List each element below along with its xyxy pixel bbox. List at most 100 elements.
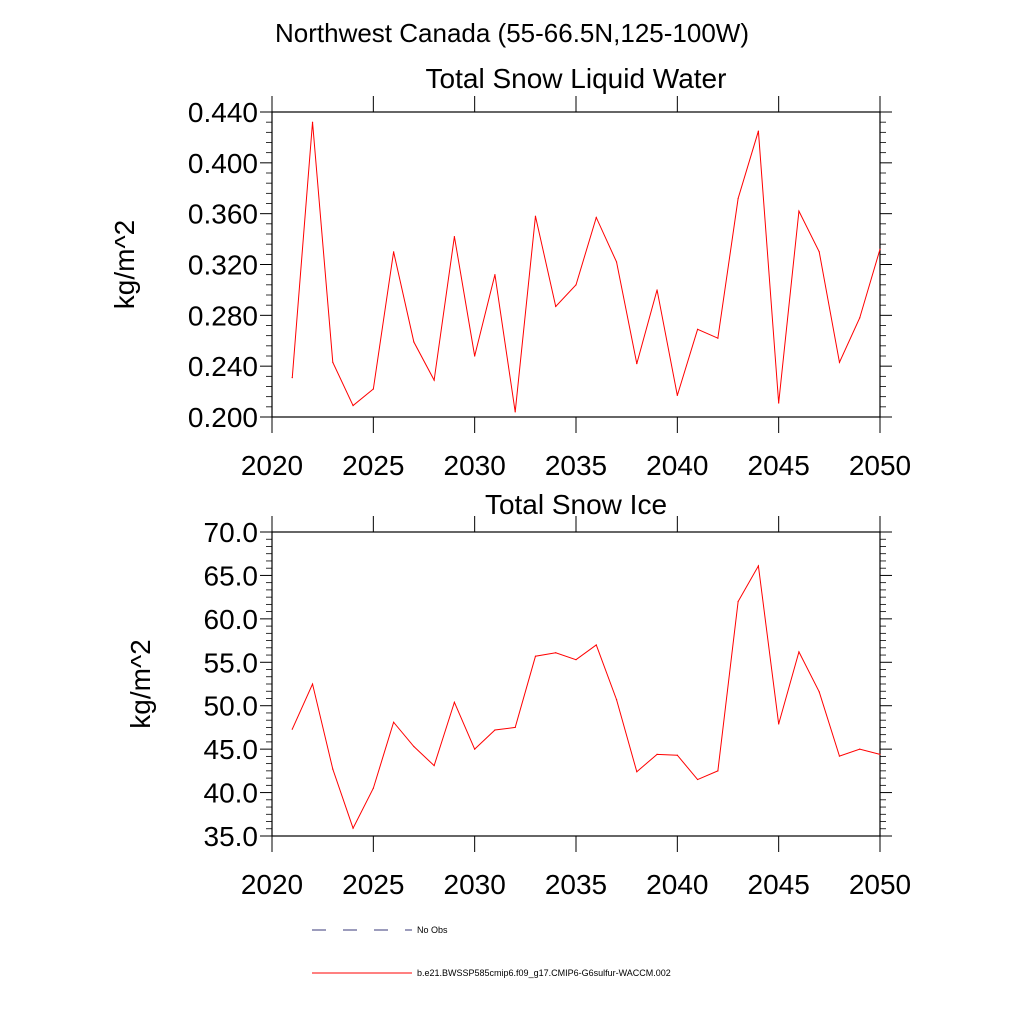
chart-panel-snow-ice: Total Snow Ice 2020 2025 2030 2035 2040 2045 20…: [125, 489, 911, 900]
data-point: [798, 210, 800, 212]
y-axis-label: kg/m^2: [125, 639, 156, 728]
data-point: [737, 197, 739, 200]
data-point: [555, 305, 557, 308]
y-tick-label: 65.0: [204, 560, 259, 591]
data-point: [494, 729, 496, 731]
series-line: [291, 564, 881, 830]
data-point: [352, 404, 354, 407]
figure-title: Northwest Canada (55-66.5N,125-100W): [275, 18, 749, 48]
data-point: [717, 337, 719, 339]
data-point: [393, 721, 395, 723]
y-tick-label: 45.0: [204, 734, 259, 765]
data-point: [676, 754, 678, 756]
data-point: [595, 644, 597, 646]
chart-title: Total Snow Ice: [485, 489, 667, 520]
data-point: [757, 565, 760, 567]
data-point: [778, 402, 780, 404]
legend-label-no-obs: No Obs: [417, 925, 448, 935]
data-point: [717, 770, 719, 772]
y-tick-label: 0.320: [188, 250, 258, 281]
data-point: [453, 235, 455, 238]
data-point: [372, 787, 374, 789]
y-tick-label: 70.0: [204, 517, 259, 548]
x-tick-label: 2035: [545, 869, 607, 900]
x-tick-label: 2025: [342, 450, 404, 481]
data-point: [859, 317, 861, 319]
data-point: [514, 726, 516, 729]
y-tick-label: 0.400: [188, 148, 258, 179]
data-point: [656, 289, 658, 291]
data-point: [757, 130, 760, 132]
x-tick-label: 2030: [444, 869, 506, 900]
data-point: [636, 363, 638, 365]
x-tick-label: 2045: [748, 869, 810, 900]
x-tick-label: 2030: [444, 450, 506, 481]
data-point: [413, 745, 415, 748]
data-point: [778, 723, 780, 725]
data-point: [656, 753, 658, 755]
plot-frame: [271, 111, 881, 418]
data-point: [514, 411, 516, 413]
data-point: [697, 328, 699, 330]
data-point: [575, 659, 577, 661]
data-point: [332, 361, 334, 363]
data-point: [818, 251, 820, 253]
data-point: [595, 216, 597, 219]
data-point: [838, 361, 841, 363]
data-point: [555, 652, 557, 654]
x-tick-label: 2020: [241, 450, 303, 481]
data-point: [737, 600, 739, 603]
x-tick-label: 2025: [342, 869, 404, 900]
x-tick-label: 2020: [241, 869, 303, 900]
y-tick-label: 0.240: [188, 351, 258, 382]
y-tick-label: 0.440: [188, 97, 258, 128]
data-point: [534, 655, 537, 657]
y-tick-label: 55.0: [204, 647, 259, 678]
x-tick-label: 2040: [646, 450, 708, 481]
y-tick-label: 0.280: [188, 300, 258, 331]
data-point: [311, 683, 314, 685]
series-line: [291, 122, 881, 412]
data-point: [615, 699, 618, 701]
y-tick-label: 0.360: [188, 199, 258, 230]
data-point: [838, 755, 841, 757]
legend: No Obs b.e21.BWSSP585cmip6.f09_g17.CMIP6…: [312, 925, 671, 978]
x-tick-label: 2045: [748, 450, 810, 481]
data-point: [879, 753, 881, 755]
x-tick-label: 2040: [646, 869, 708, 900]
y-axis-label: kg/m^2: [109, 220, 140, 309]
data-point: [798, 651, 800, 653]
x-tick-label: 2050: [849, 869, 911, 900]
data-point: [332, 768, 334, 770]
data-point: [818, 691, 820, 693]
y-tick-label: 35.0: [204, 821, 259, 852]
data-point: [474, 748, 476, 750]
chart-title: Total Snow Liquid Water: [426, 63, 727, 94]
plot-frame: [271, 531, 881, 837]
data-point: [393, 251, 395, 253]
data-point: [615, 261, 618, 263]
data-point: [433, 379, 435, 381]
data-point: [433, 765, 435, 767]
y-tick-label: 0.200: [188, 402, 258, 433]
data-point: [311, 121, 314, 123]
data-point: [859, 748, 861, 750]
data-point: [453, 701, 455, 703]
data-point: [636, 771, 638, 773]
data-point: [372, 388, 374, 390]
y-tick-label: 40.0: [204, 778, 259, 809]
data-point: [413, 341, 415, 343]
data-point: [291, 728, 293, 730]
legend-label-model: b.e21.BWSSP585cmip6.f09_g17.CMIP6-G6sulf…: [417, 968, 671, 978]
data-point: [879, 248, 881, 250]
data-point: [697, 778, 699, 781]
y-tick-label: 60.0: [204, 604, 259, 635]
y-tick-label: 50.0: [204, 691, 259, 722]
data-point: [575, 284, 577, 286]
x-tick-label: 2050: [849, 450, 911, 481]
x-tick-label: 2035: [545, 450, 607, 481]
data-point: [291, 377, 293, 379]
chart-panel-liquid-water: Total Snow Liquid Water 2020 2025 2030 2035 2…: [109, 63, 911, 481]
data-point: [494, 274, 496, 276]
